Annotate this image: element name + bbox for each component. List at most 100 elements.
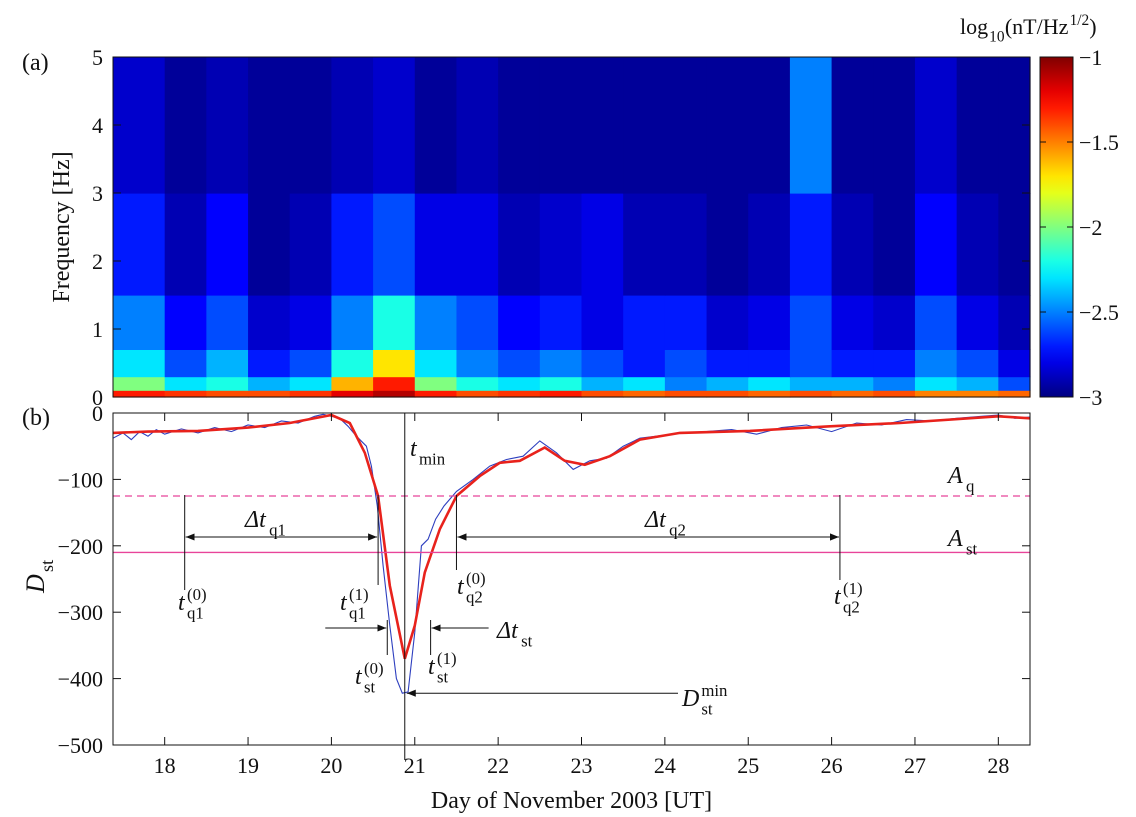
heatmap-cell bbox=[414, 349, 458, 378]
heatmap-cell bbox=[581, 390, 624, 398]
heatmap-cell bbox=[956, 349, 999, 378]
heatmap-cell bbox=[373, 57, 416, 194]
heatmap-cell bbox=[414, 57, 458, 194]
label-sup: (0) bbox=[364, 659, 384, 678]
y-tick-label: −200 bbox=[58, 534, 103, 559]
heatmap-cell bbox=[956, 57, 999, 194]
label-end: ) bbox=[1089, 14, 1096, 39]
label-base: A bbox=[946, 526, 963, 552]
heatmap-cell bbox=[373, 295, 416, 350]
label-base: Δt bbox=[644, 507, 667, 533]
heatmap-cell bbox=[831, 376, 874, 391]
colorbar-tick-label: −3 bbox=[1079, 385, 1102, 410]
x-tick-label: 20 bbox=[320, 753, 342, 778]
heatmap-cell bbox=[664, 349, 708, 378]
heatmap-cell bbox=[706, 193, 749, 296]
panel-label: (a) bbox=[22, 50, 49, 76]
heatmap-cell bbox=[206, 390, 249, 398]
x-tick-label: 19 bbox=[237, 753, 259, 778]
label-sup: 1/2 bbox=[1070, 12, 1090, 29]
heatmap-cell bbox=[331, 295, 374, 350]
heatmap-cell bbox=[248, 193, 291, 296]
heatmap-cell bbox=[289, 193, 333, 296]
x-tick-label: 27 bbox=[904, 753, 926, 778]
y-tick-label: 2 bbox=[92, 249, 103, 274]
heatmap-cell bbox=[456, 295, 499, 350]
x-tick-label: 28 bbox=[987, 753, 1009, 778]
heatmap-cell bbox=[248, 295, 291, 350]
heatmap-cell bbox=[206, 193, 249, 296]
label-sub: st bbox=[437, 667, 449, 686]
label-base: Δt bbox=[244, 507, 267, 533]
heatmap-cell bbox=[289, 57, 333, 194]
heatmap-cell bbox=[789, 193, 833, 296]
heatmap-cell bbox=[581, 349, 624, 378]
heatmap-cell bbox=[164, 295, 207, 350]
heatmap-cell bbox=[331, 349, 374, 378]
heatmap-cell bbox=[373, 193, 416, 296]
heatmap-cell bbox=[498, 390, 541, 398]
heatmap-cell bbox=[706, 295, 749, 350]
heatmap-cell bbox=[664, 390, 708, 398]
heatmap-cell bbox=[113, 376, 166, 391]
panel-label: (b) bbox=[22, 405, 50, 431]
heatmap-cell bbox=[831, 349, 874, 378]
heatmap-cell bbox=[164, 376, 207, 391]
heatmap-cell bbox=[706, 349, 749, 378]
label-sub: 10 bbox=[989, 29, 1005, 46]
heatmap-cell bbox=[873, 193, 916, 296]
x-tick-label: 25 bbox=[737, 753, 759, 778]
heatmap-cell bbox=[664, 376, 708, 391]
heatmap-cell bbox=[414, 390, 458, 398]
x-tick-label: 23 bbox=[571, 753, 593, 778]
heatmap-cell bbox=[113, 295, 166, 350]
heatmap-cell bbox=[206, 57, 249, 194]
heatmap-cell bbox=[113, 349, 166, 378]
heatmap-cell bbox=[113, 193, 166, 296]
heatmap-cell bbox=[914, 57, 958, 194]
label-base: t bbox=[457, 574, 465, 600]
heatmap-cell bbox=[248, 57, 291, 194]
heatmap-cell bbox=[414, 295, 458, 350]
heatmap-cell bbox=[113, 390, 166, 398]
heatmap-cell bbox=[581, 193, 624, 296]
heatmap-cell bbox=[623, 390, 666, 398]
label-sub: q1 bbox=[187, 603, 204, 622]
label-sub: st bbox=[966, 539, 978, 558]
heatmap-cell bbox=[164, 193, 207, 296]
label-base: Δt bbox=[496, 618, 519, 644]
x-axis-label: Day of November 2003 [UT] bbox=[431, 788, 712, 814]
heatmap-cell bbox=[664, 295, 708, 350]
y-tick-label: −100 bbox=[58, 467, 103, 492]
label-base: t bbox=[355, 664, 363, 690]
heatmap-cell bbox=[914, 193, 958, 296]
label-sub: min bbox=[419, 449, 446, 468]
heatmap-cell bbox=[789, 390, 833, 398]
colorbar-tick-label: −2 bbox=[1079, 215, 1102, 240]
label-base: t bbox=[410, 436, 418, 462]
plot-frame bbox=[112, 412, 1031, 746]
heatmap-cell bbox=[956, 193, 999, 296]
heatmap-cell bbox=[331, 193, 374, 296]
heatmap-cell bbox=[956, 376, 999, 391]
heatmap-cell bbox=[289, 295, 333, 350]
heatmap-cell bbox=[331, 57, 374, 194]
heatmap-cell bbox=[748, 376, 791, 391]
heatmap-cell bbox=[998, 349, 1031, 378]
heatmap-cell bbox=[373, 349, 416, 378]
label-base: D bbox=[21, 574, 50, 594]
heatmap-cell bbox=[789, 57, 833, 194]
heatmap-cell bbox=[414, 193, 458, 296]
label-sub: q2 bbox=[669, 520, 686, 539]
y-axis-label-group: Dst bbox=[21, 560, 57, 594]
heatmap-cell bbox=[748, 57, 791, 194]
heatmap-cell bbox=[498, 376, 541, 391]
label-sub: q1 bbox=[349, 603, 366, 622]
heatmap-cell bbox=[664, 193, 708, 296]
x-tick-label: 18 bbox=[154, 753, 176, 778]
y-tick-label: −300 bbox=[58, 600, 103, 625]
heatmap-cell bbox=[539, 349, 583, 378]
y-tick-label: 0 bbox=[92, 385, 103, 410]
heatmap-cell bbox=[539, 193, 583, 296]
